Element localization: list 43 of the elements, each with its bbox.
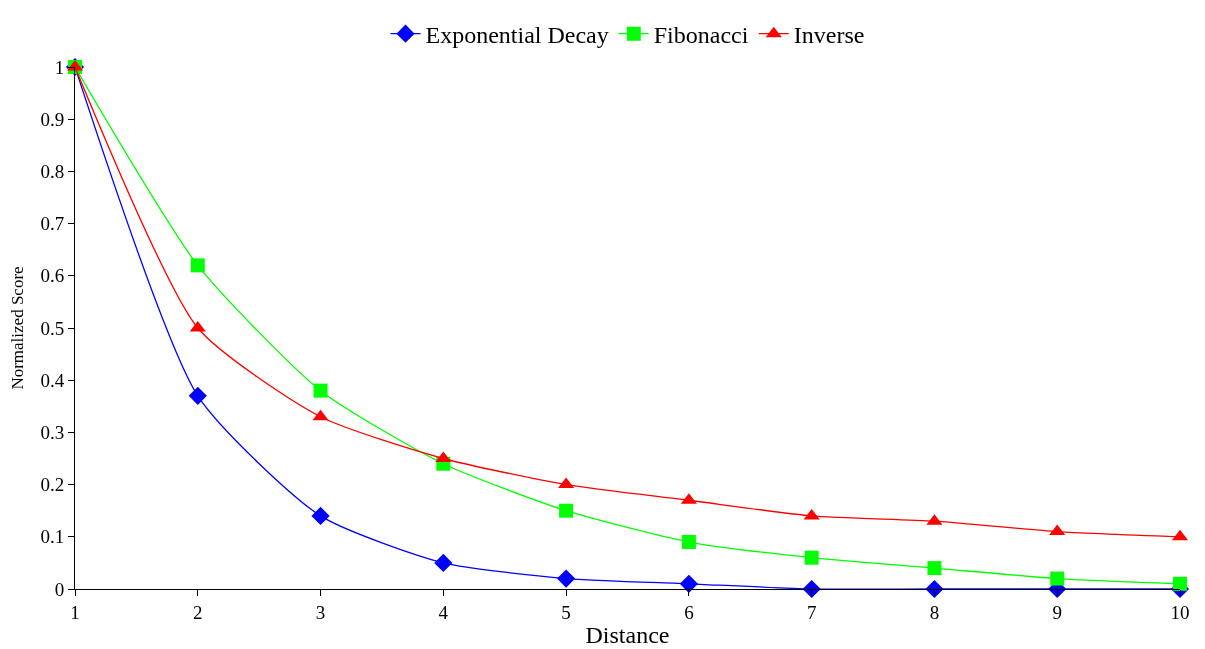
- point: [558, 477, 575, 489]
- point: [188, 386, 207, 405]
- point: [804, 550, 819, 565]
- point: [927, 561, 942, 576]
- x-tick-label: 7: [806, 601, 817, 623]
- y-tick-label: 0.3: [40, 422, 65, 444]
- point: [679, 574, 698, 593]
- y-tick-label: 0.4: [40, 369, 65, 391]
- point: [1049, 524, 1066, 536]
- y-tick-label: 0.6: [40, 265, 65, 287]
- point: [434, 553, 453, 572]
- x-tick-label: 6: [684, 601, 694, 623]
- y-tick-label: 0.7: [40, 213, 65, 235]
- x-tick-label: 10: [1170, 601, 1190, 623]
- legend-label: Inverse: [793, 22, 865, 49]
- y-tick-label: 0.9: [40, 108, 65, 130]
- x-tick-label: 4: [438, 601, 449, 623]
- y-axis-title: Normalized Score: [8, 266, 27, 390]
- x-tick-label: 2: [193, 601, 203, 623]
- y-tick-label: 0.2: [40, 474, 65, 496]
- y-tick-label: 0.5: [40, 317, 65, 339]
- legend-label: Fibonacci: [653, 22, 749, 49]
- x-axis-title: Distance: [585, 622, 670, 649]
- point: [1050, 571, 1065, 586]
- point: [312, 409, 329, 421]
- point: [313, 383, 328, 398]
- point: [190, 258, 205, 273]
- point: [559, 503, 574, 518]
- x-tick-label: 1: [70, 601, 80, 623]
- point: [311, 506, 330, 526]
- x-tick-label: 9: [1052, 601, 1062, 623]
- legend-label: Exponential Decay: [425, 22, 609, 49]
- y-tick-label: 1: [54, 56, 65, 78]
- x-tick-label: 5: [561, 601, 571, 623]
- y-tick-label: 0.1: [40, 526, 65, 548]
- y-tick-label: 0: [54, 578, 65, 600]
- point: [1173, 576, 1187, 591]
- x-tick-label: 8: [929, 601, 940, 623]
- point: [803, 508, 820, 520]
- y-tick-label: 0.8: [40, 161, 65, 183]
- point: [681, 535, 696, 550]
- point: [557, 569, 576, 588]
- x-tick-label: 3: [315, 601, 326, 623]
